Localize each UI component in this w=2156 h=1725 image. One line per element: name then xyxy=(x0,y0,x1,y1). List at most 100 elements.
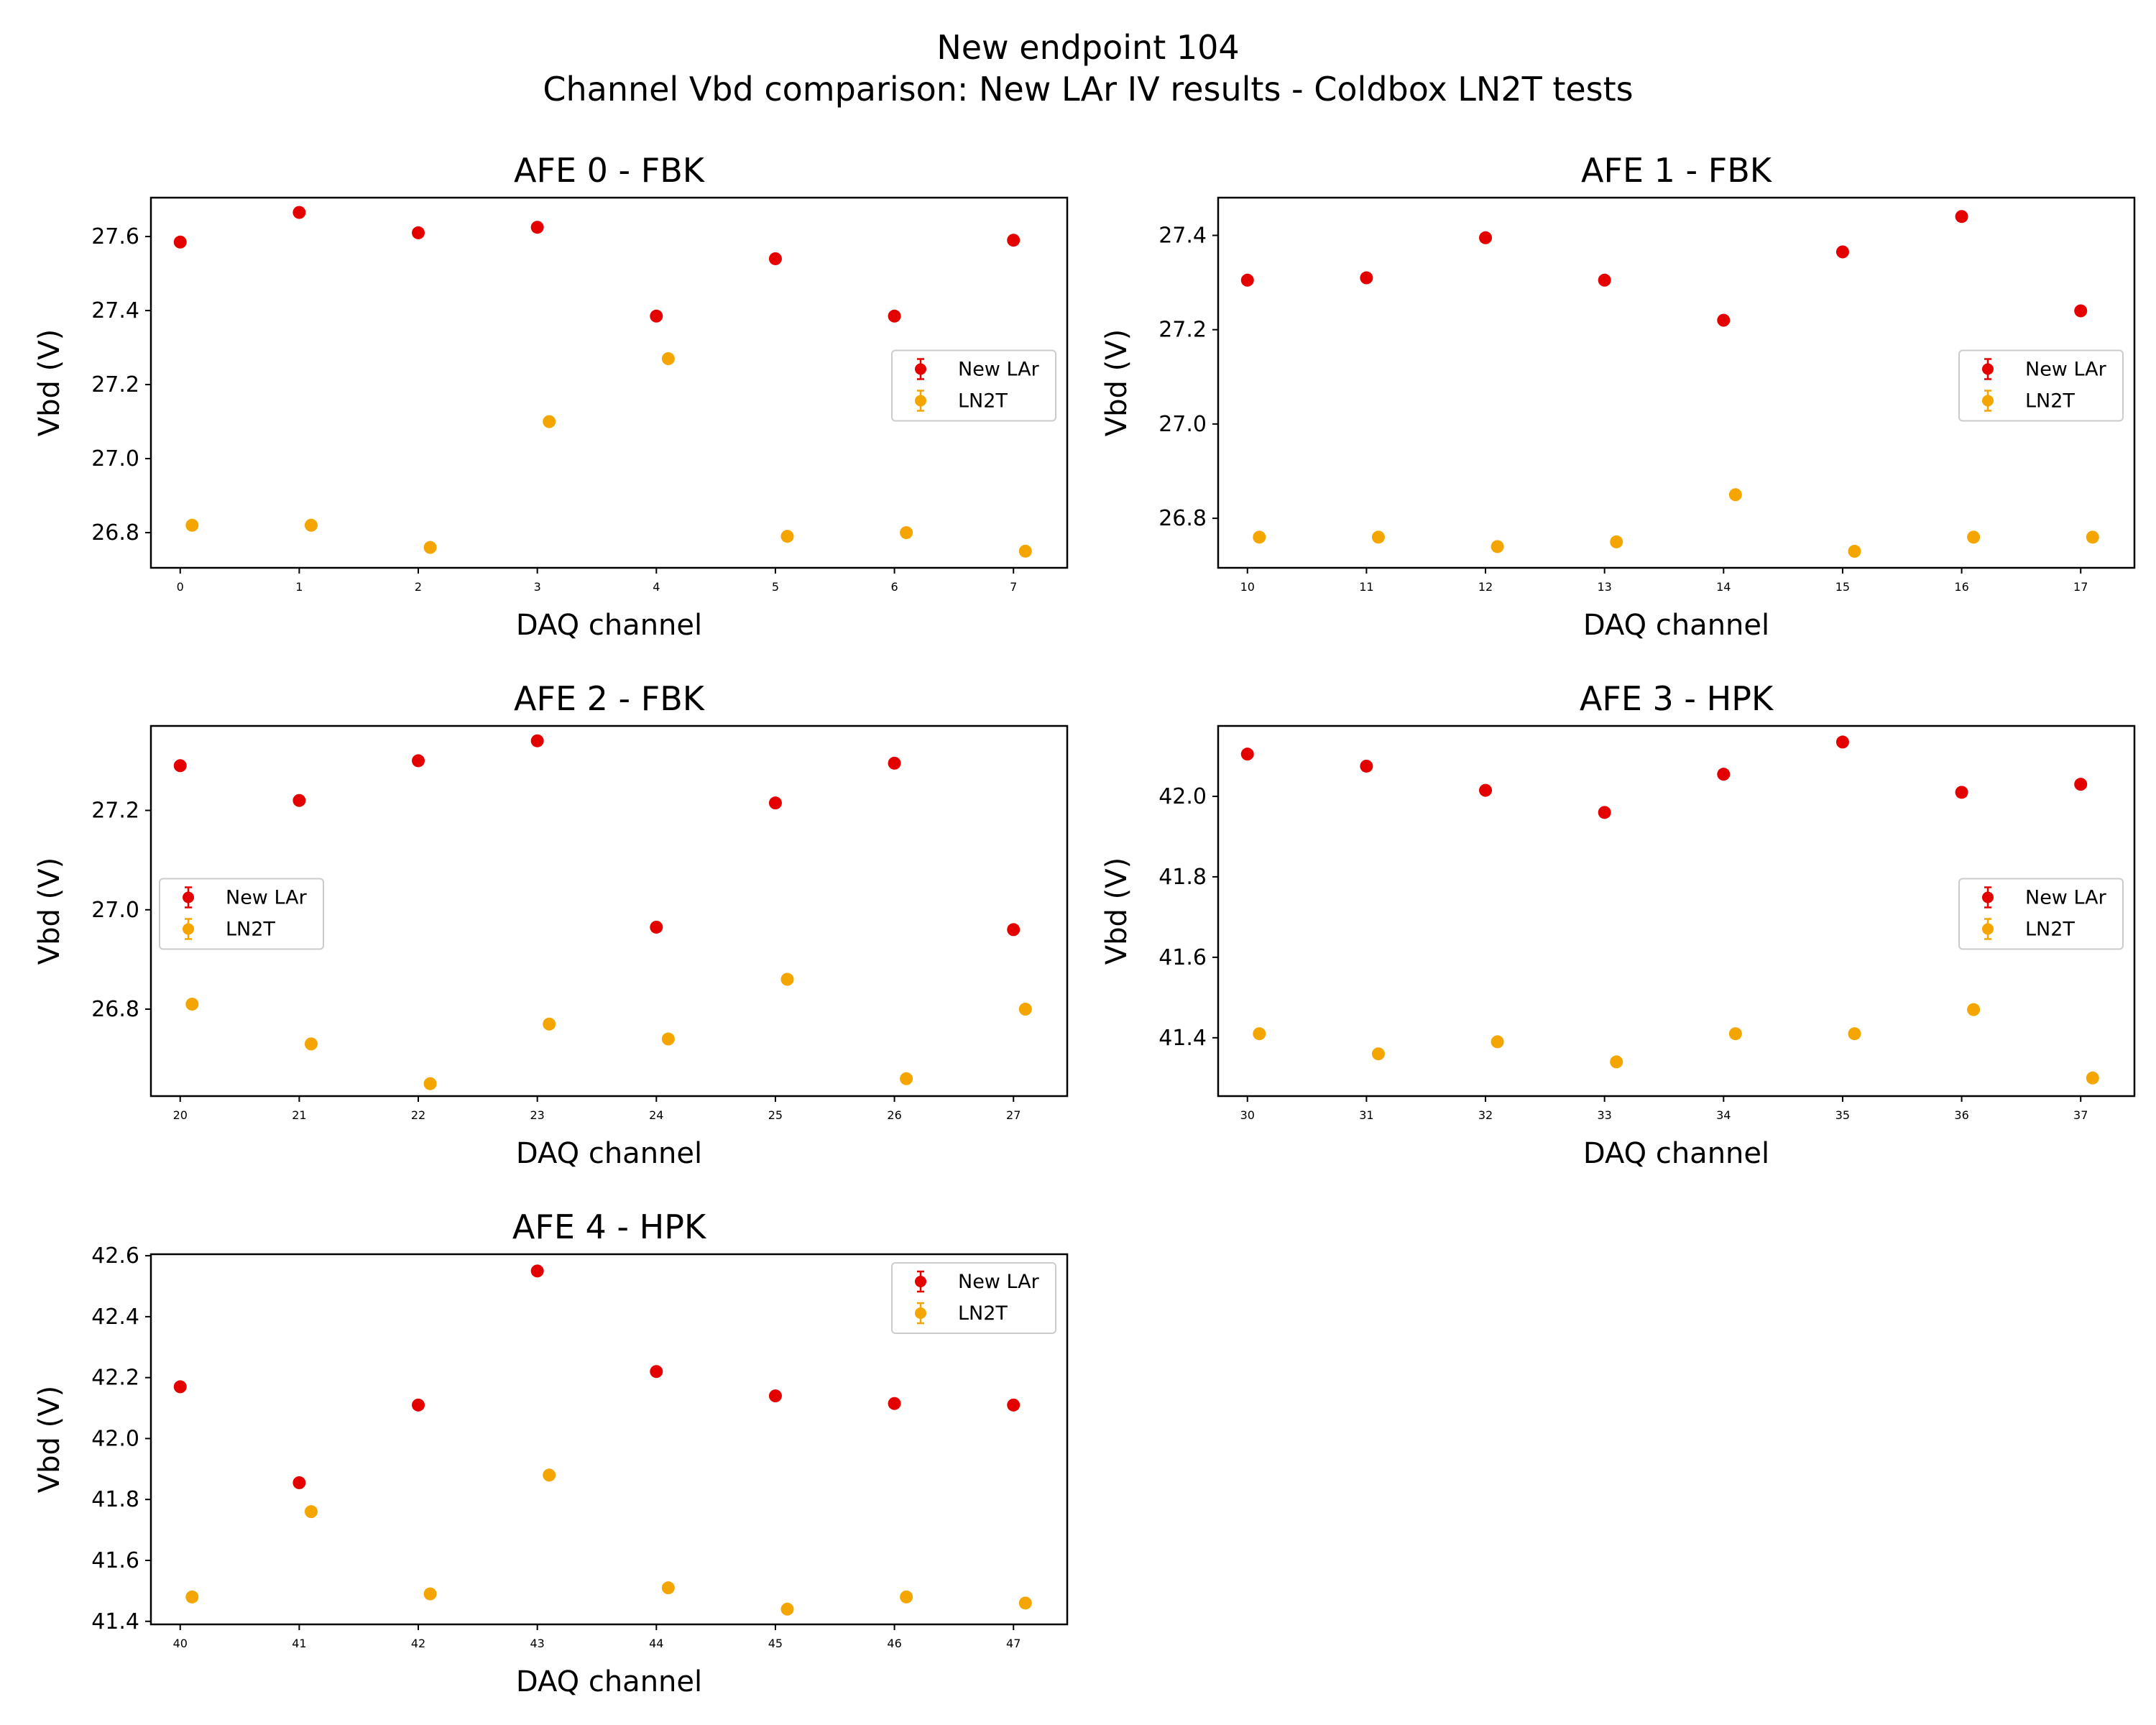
y-tick-label: 42.6 xyxy=(91,1243,139,1269)
legend-marker xyxy=(1982,891,1994,903)
legend-frame xyxy=(1958,349,2124,422)
data-point xyxy=(1018,1003,1032,1016)
legend-entry-label: New LAr xyxy=(958,1271,1040,1293)
data-point xyxy=(1360,271,1373,285)
data-point xyxy=(661,1581,675,1595)
subplot-title: AFE 0 - FBK xyxy=(514,151,706,190)
data-point xyxy=(304,518,318,532)
legend-marker xyxy=(915,395,926,407)
data-point xyxy=(173,235,187,249)
data-point xyxy=(530,221,544,234)
legend-marker xyxy=(915,1307,926,1319)
data-point xyxy=(543,1017,556,1031)
data-point xyxy=(530,1264,544,1278)
data-point xyxy=(1240,748,1254,761)
legend-entry-label: LN2T xyxy=(2025,919,2075,941)
x-tick-label: 37 xyxy=(2073,1108,2088,1122)
x-tick-label: 27 xyxy=(1006,1108,1021,1122)
data-point xyxy=(304,1505,318,1519)
data-point xyxy=(888,1397,901,1410)
data-point xyxy=(1007,1398,1021,1412)
y-tick-label: 42.2 xyxy=(91,1366,139,1391)
data-point xyxy=(185,998,199,1011)
legend-frame xyxy=(891,349,1056,422)
data-point xyxy=(650,920,663,934)
x-tick-label: 34 xyxy=(1716,1108,1731,1122)
legend-entry-label: LN2T xyxy=(226,919,275,941)
subplot-title: AFE 3 - HPK xyxy=(1580,679,1774,718)
data-point xyxy=(661,352,675,366)
x-tick-label: 21 xyxy=(292,1108,306,1122)
x-tick-label: 2 xyxy=(415,580,422,594)
legend-entry-label: LN2T xyxy=(958,390,1008,413)
data-point xyxy=(423,1077,437,1090)
data-point xyxy=(1371,1047,1385,1061)
subplot-title: AFE 1 - FBK xyxy=(1581,151,1773,190)
data-point xyxy=(1728,1027,1742,1041)
subplot-3: AFE 3 - HPK 30 31 32 33 34 35 36 37 41.4 41.6 41.8 4… xyxy=(1100,679,2136,1170)
x-tick-label: 10 xyxy=(1240,580,1255,594)
x-tick-label: 22 xyxy=(411,1108,425,1122)
x-tick-label: 40 xyxy=(173,1637,188,1650)
plot-area xyxy=(1217,196,2136,569)
legend-frame xyxy=(1958,878,2124,950)
x-tick-label: 16 xyxy=(1954,580,1968,594)
x-tick-label: 24 xyxy=(649,1108,663,1122)
data-point xyxy=(900,1072,913,1085)
y-tick-label: 27.6 xyxy=(91,224,139,249)
data-point xyxy=(661,1032,675,1046)
plot-area xyxy=(1217,724,2136,1098)
y-tick-label: 27.2 xyxy=(91,372,139,397)
data-point xyxy=(412,754,425,768)
x-tick-label: 33 xyxy=(1597,1108,1611,1122)
legend-entry-label: New LAr xyxy=(226,887,308,909)
data-point xyxy=(2086,1071,2099,1085)
x-tick-label: 3 xyxy=(534,580,541,594)
y-axis-label: Vbd (V) xyxy=(33,857,66,965)
y-tick-label: 27.0 xyxy=(1158,412,1207,437)
data-point xyxy=(2074,778,2088,791)
data-point xyxy=(888,309,901,323)
y-tick-label: 26.8 xyxy=(91,520,139,546)
y-tick-label: 27.4 xyxy=(1158,223,1207,248)
y-tick-label: 26.8 xyxy=(91,997,139,1022)
data-point xyxy=(423,1587,437,1601)
legend-marker xyxy=(183,891,194,903)
legend-entry-label: New LAr xyxy=(2025,359,2107,381)
y-tick-label: 27.0 xyxy=(91,446,139,472)
data-point xyxy=(1371,530,1385,544)
x-tick-label: 32 xyxy=(1478,1108,1493,1122)
plot-area xyxy=(149,724,1069,1098)
data-point xyxy=(1240,273,1254,287)
x-tick-label: 15 xyxy=(1835,580,1850,594)
subplot-4: AFE 4 - HPK 40 41 42 43 44 45 46 47 41.4 41.6 41.8 4… xyxy=(33,1208,1069,1698)
data-point xyxy=(650,1365,663,1379)
y-tick-label: 41.4 xyxy=(1158,1026,1207,1051)
y-tick-label: 41.8 xyxy=(91,1487,139,1512)
data-point xyxy=(1598,273,1611,287)
legend: New LAr LN2T xyxy=(1958,349,2124,422)
data-point xyxy=(1253,1027,1266,1041)
data-point xyxy=(1835,735,1849,749)
data-point xyxy=(1253,530,1266,544)
data-point xyxy=(1955,210,1968,224)
data-point xyxy=(2074,304,2088,318)
data-point xyxy=(412,1398,425,1412)
legend-entry-label: New LAr xyxy=(2025,887,2107,909)
y-axis-label: Vbd (V) xyxy=(1100,857,1133,965)
x-tick-label: 45 xyxy=(768,1637,783,1650)
data-point xyxy=(1018,544,1032,558)
legend-entry-label: LN2T xyxy=(958,1302,1008,1325)
data-point xyxy=(888,756,901,770)
legend-marker xyxy=(915,363,926,375)
y-tick-label: 27.2 xyxy=(91,799,139,824)
x-tick-label: 5 xyxy=(772,580,779,594)
data-point xyxy=(900,526,913,540)
x-tick-label: 25 xyxy=(768,1108,783,1122)
data-point xyxy=(1598,806,1611,819)
data-point xyxy=(1007,923,1021,937)
legend: New LAr LN2T xyxy=(891,349,1056,422)
data-point xyxy=(1848,1027,1861,1041)
x-tick-label: 43 xyxy=(530,1637,544,1650)
y-tick-label: 42.4 xyxy=(91,1305,139,1330)
